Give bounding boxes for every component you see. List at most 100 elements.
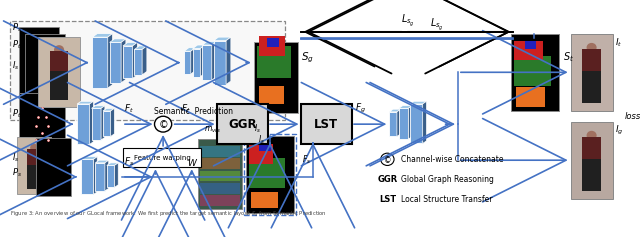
Polygon shape [422, 101, 426, 143]
Bar [27, 165, 42, 189]
Bar [19, 27, 59, 93]
Circle shape [381, 153, 394, 165]
Bar [202, 45, 212, 80]
Bar [582, 137, 601, 159]
Circle shape [587, 131, 596, 140]
Bar [410, 104, 422, 143]
Text: $F_s$: $F_s$ [302, 154, 311, 166]
Bar [107, 165, 115, 187]
Bar [259, 86, 284, 104]
Polygon shape [193, 45, 205, 49]
Bar [19, 92, 65, 143]
Bar [92, 37, 108, 88]
Text: Feature warping: Feature warping [134, 155, 191, 160]
Bar [200, 183, 241, 194]
Text: $\copyright$: $\copyright$ [383, 154, 392, 165]
Bar [198, 139, 243, 210]
Text: $I_s$: $I_s$ [257, 134, 264, 146]
Bar [92, 108, 101, 140]
Polygon shape [184, 48, 196, 51]
Text: $I_s$: $I_s$ [254, 122, 260, 135]
Bar [17, 137, 51, 195]
Text: $m_{vis}$: $m_{vis}$ [204, 124, 221, 135]
Polygon shape [200, 45, 205, 77]
Polygon shape [95, 160, 109, 163]
Polygon shape [92, 34, 113, 37]
Text: $F_o$: $F_o$ [270, 103, 281, 115]
Polygon shape [101, 106, 105, 140]
Polygon shape [397, 109, 401, 137]
Circle shape [154, 116, 172, 132]
Bar [249, 144, 273, 164]
Circle shape [30, 144, 38, 151]
FancyBboxPatch shape [123, 148, 201, 167]
Bar [214, 41, 226, 85]
Text: Semantic  Prediction: Semantic Prediction [154, 107, 233, 116]
Polygon shape [202, 41, 216, 45]
Polygon shape [108, 34, 113, 88]
Text: Figure 3: An overview of our GLocal framework. We first predict the target seman: Figure 3: An overview of our GLocal fram… [10, 210, 327, 220]
Text: $F_t$: $F_t$ [124, 103, 134, 115]
Polygon shape [399, 106, 412, 108]
Polygon shape [107, 163, 118, 165]
Text: $P_s$: $P_s$ [12, 21, 22, 34]
Text: $L_{s_g}$: $L_{s_g}$ [430, 17, 444, 33]
Polygon shape [109, 39, 126, 42]
Bar [184, 51, 191, 74]
Bar [251, 192, 278, 208]
Text: $I_t$: $I_t$ [616, 37, 623, 49]
Bar [582, 49, 601, 71]
Bar [200, 171, 241, 181]
Bar [257, 46, 291, 77]
Bar [36, 138, 70, 196]
Text: loss: loss [625, 112, 640, 121]
Polygon shape [191, 48, 196, 74]
Bar [27, 149, 42, 165]
Bar [571, 34, 612, 111]
Bar [25, 34, 65, 100]
Text: $F_s$: $F_s$ [124, 156, 134, 168]
Text: Local Structure Transfer: Local Structure Transfer [401, 195, 492, 204]
Bar [200, 146, 241, 157]
Bar [254, 42, 298, 113]
Polygon shape [105, 160, 109, 191]
Bar [399, 108, 408, 139]
Bar [81, 159, 93, 195]
Text: Channel-wise Concatenate: Channel-wise Concatenate [401, 155, 503, 164]
FancyBboxPatch shape [10, 21, 285, 120]
Text: $W$: $W$ [187, 157, 198, 168]
Polygon shape [123, 42, 138, 46]
Polygon shape [214, 37, 231, 41]
Bar [123, 46, 132, 78]
Bar [200, 195, 241, 206]
FancyBboxPatch shape [301, 104, 352, 144]
Bar [511, 34, 559, 111]
Text: GGR: GGR [228, 118, 257, 131]
FancyBboxPatch shape [216, 104, 268, 144]
Polygon shape [115, 163, 118, 187]
Text: $P_t$: $P_t$ [12, 107, 22, 120]
Text: $F_g$: $F_g$ [355, 102, 366, 115]
Polygon shape [93, 157, 97, 195]
Circle shape [587, 43, 596, 52]
Bar [38, 37, 80, 107]
Text: GGR: GGR [377, 175, 397, 184]
Bar [50, 51, 68, 71]
Text: LST: LST [314, 118, 339, 131]
Text: $S_g$: $S_g$ [301, 51, 314, 65]
Bar [193, 49, 200, 77]
Bar [249, 159, 285, 188]
Polygon shape [408, 106, 412, 139]
Polygon shape [77, 101, 93, 104]
Text: $P_s$: $P_s$ [12, 166, 22, 179]
Polygon shape [90, 101, 93, 144]
Bar [259, 143, 271, 151]
Bar [134, 50, 142, 75]
Bar [515, 41, 543, 60]
Bar [389, 112, 397, 137]
Polygon shape [389, 109, 401, 112]
Bar [109, 42, 121, 83]
Polygon shape [103, 108, 115, 111]
Bar [582, 71, 601, 103]
Bar [259, 36, 285, 56]
